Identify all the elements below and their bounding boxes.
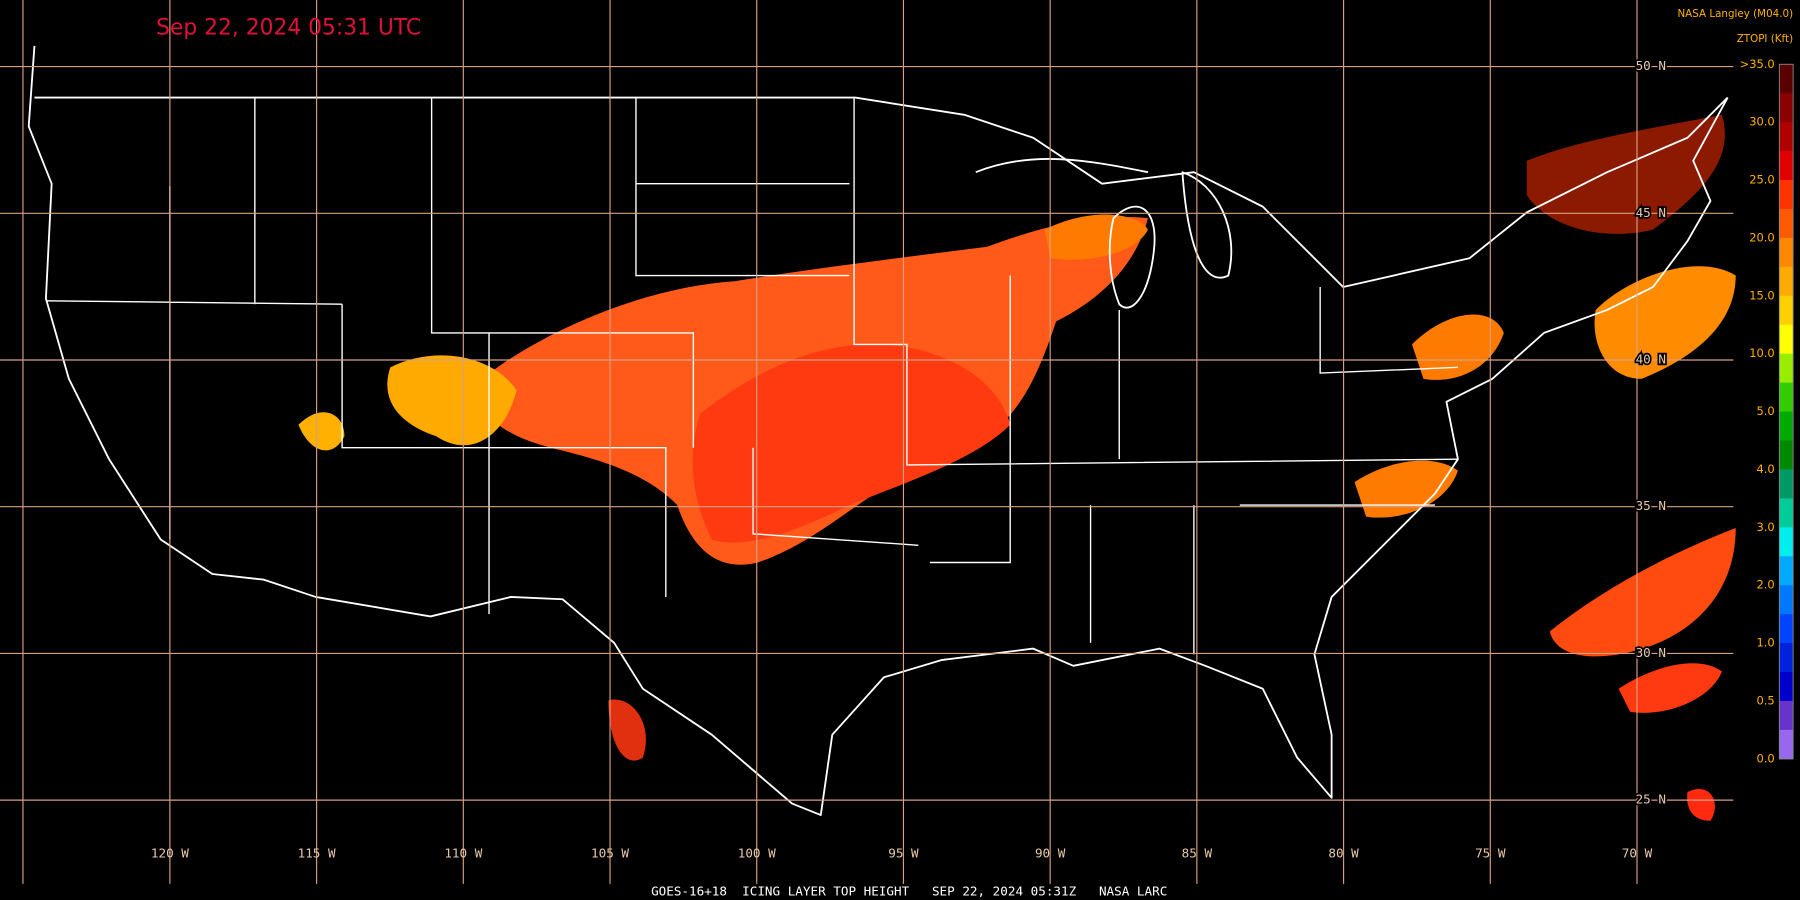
coastline [27,45,1729,816]
lon-label: 105 W [591,846,629,861]
caption: GOES-16+18 ICING LAYER TOP HEIGHT SEP 22… [651,883,1167,898]
lat-label: 30 N [1636,645,1666,660]
great-lakes [975,158,1233,309]
lon-label: 85 W [1182,846,1213,861]
timestamp: Sep 22, 2024 05:31 UTC [156,16,421,41]
colorbar-segment [1779,671,1794,702]
colorbar-segment [1779,729,1794,760]
colorbar-segment [1779,556,1794,586]
lat-label: 45 N [1636,205,1666,220]
source: NASA Langley (M04.0) [1677,8,1793,20]
icing-area [1594,266,1736,379]
lon-label: 95 W [888,846,919,861]
colorbar-label: 15.0 [1749,288,1775,302]
colorbar-segment [1779,122,1794,152]
icing-area [1044,214,1148,260]
lon-label: 110 W [444,846,482,861]
icing-area [608,699,646,761]
colorbar-segment [1779,614,1794,644]
icing-area [1526,114,1725,234]
colorbar-segment [1779,180,1794,210]
colorbar-segment [1779,700,1794,731]
colorbar-segment [1779,585,1794,615]
colorbar-label: 5.0 [1756,404,1774,418]
colorbar-segment [1779,266,1794,297]
colorbar-segment [1779,93,1794,123]
colorbar-segment [1779,353,1794,384]
icing-area [692,344,1011,543]
colorbar-label: 0.0 [1756,751,1774,765]
colorbar-label: 2.0 [1756,578,1774,592]
border [34,96,1729,288]
lon-label: 70 W [1622,846,1653,861]
graticule [0,0,1734,884]
lon-label: 120 W [151,846,189,861]
colorbar-frame [1778,63,1794,760]
lat-label: 50 N [1636,58,1666,73]
icing-area [1618,663,1722,713]
icing-area [1411,314,1504,380]
lon-label: 75 W [1475,846,1506,861]
product: ZTOPI (Kft) [1737,33,1793,45]
colorbar-label: 30.0 [1749,115,1775,129]
colorbar-label: >35.0 [1740,57,1775,71]
colorbar-segment [1779,527,1794,557]
colorbar-segment [1779,469,1794,499]
icing-area [1687,789,1715,821]
lon-label: 115 W [298,846,336,861]
colorbar-segment [1779,643,1794,673]
colorbar-segment [1779,411,1794,442]
colorbar: >35.0 30.0 25.0 20.0 15.0 10.0 5.0 4.0 3.0 2.0 1.0… [1740,57,1794,765]
colorbar-segment [1779,64,1794,94]
colorbar-segment [1779,440,1794,470]
lon-label: 90 W [1035,846,1066,861]
icing-area [387,355,517,446]
lon-label: 100 W [738,846,776,861]
colorbar-segment [1779,208,1794,239]
colorbar-label: 25.0 [1749,173,1775,187]
graticule-labels: 120 W 115 W 110 W 105 W 100 W 95 W 90 W 85 W 80 … [151,56,1668,861]
icing-area [1549,528,1736,657]
lat-label: 25 N [1636,792,1666,807]
colorbar-segment [1779,498,1794,528]
icing-area [298,412,345,451]
colorbar-segment [1779,237,1794,268]
colorbar-segment [1779,295,1794,326]
colorbar-label: 4.0 [1756,462,1774,476]
colorbar-segment [1779,151,1794,181]
colorbar-segment [1779,382,1794,413]
lat-label: 35 N [1636,498,1666,513]
state-lines [45,97,1458,655]
colorbar-label: 3.0 [1756,520,1774,534]
boundaries [27,45,1729,816]
colorbar-label: 20.0 [1749,230,1775,244]
colorbar-label: 1.0 [1756,636,1774,650]
icing-area [1354,460,1458,518]
icing-clouds [298,114,1736,821]
colorbar-label: 0.5 [1756,693,1774,707]
colorbar-label: 10.0 [1749,346,1775,360]
colorbar-segment [1779,324,1794,355]
lon-label: 80 W [1328,846,1359,861]
lat-label: 40 N [1636,352,1666,367]
